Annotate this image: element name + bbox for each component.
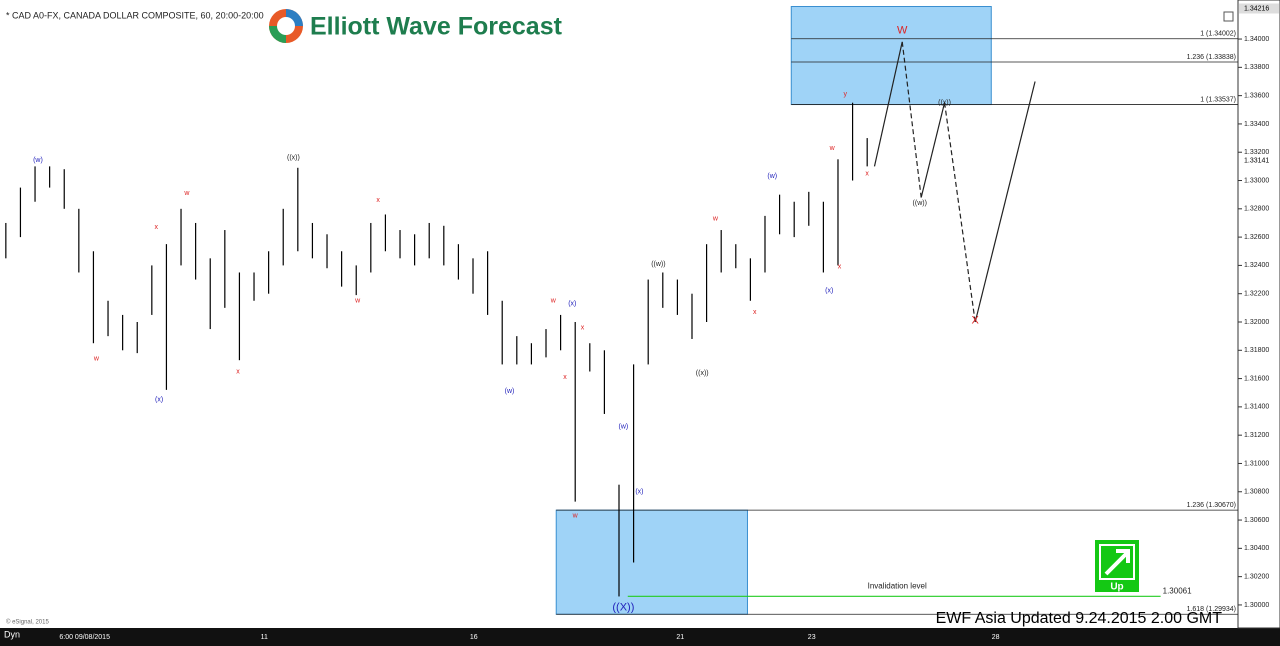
high-price: 1.34216 [1244,5,1269,12]
wave-label: w [829,145,836,152]
trend-icon [1095,540,1139,592]
x-tick-label: 16 [470,634,478,641]
wave-label: x [838,264,842,271]
fib-level-label: 1.236 (1.33838) [1187,54,1236,61]
wave-label: (x) [568,300,576,307]
x-tick-label: 11 [261,634,268,641]
settings-icon[interactable] [1223,11,1234,22]
fib-level-label: 1 (1.34002) [1200,31,1236,38]
y-tick-label: 1.30400 [1244,545,1269,552]
y-tick-label: 1.30200 [1244,573,1269,580]
trend-label: Up [1110,582,1123,593]
wave-label: x [154,224,158,231]
projection-segment [920,102,946,198]
wave-label: x [236,368,240,375]
footer-note: EWF Asia Updated 9.24.2015 2.00 GMT [936,610,1223,627]
y-tick-label: 1.31800 [1244,347,1269,354]
wave-label: w [712,216,719,223]
y-tick-label: 1.33200 [1244,149,1269,156]
fib-level-label: 1 (1.33537) [1200,96,1236,103]
wave-label: (x) [155,397,163,404]
wave-label: W [897,24,908,36]
logo-text: Elliott Wave Forecast [310,13,563,41]
y-tick-label: 1.30800 [1244,489,1269,496]
y-tick-label: 1.34000 [1244,36,1269,43]
wave-label: (x) [635,489,643,496]
wave-label: (w) [33,157,43,164]
last-price-box [1239,155,1279,166]
high-price-box [1239,3,1279,14]
y-tick-label: 1.30600 [1244,517,1269,524]
x-tick-label: 6:00 09/08/2015 [59,634,110,641]
y-tick-label: 1.32400 [1244,262,1269,269]
wave-label: (w) [767,173,777,180]
y-tick-label: 1.31600 [1244,375,1269,382]
x-tick-label: 21 [676,634,684,641]
y-tick-label: 1.31000 [1244,460,1269,467]
y-tick-label: 1.31200 [1244,432,1269,439]
symbol-title: * CAD A0-FX, CANADA DOLLAR COMPOSITE, 60… [6,10,264,20]
copyright: © eSignal, 2015 [6,619,49,626]
target-zone [790,6,992,106]
target-zone [555,509,748,615]
y-tick-label: 1.32800 [1244,206,1269,213]
projection-segment [901,41,922,198]
y-tick-label: 1.33000 [1244,177,1269,184]
wave-label: X [972,314,980,326]
wave-label: ((x)) [696,370,709,377]
wave-label: x [753,309,757,316]
wave-label: x [865,170,869,177]
projection-segment [873,41,903,167]
last-price: 1.33141 [1244,157,1269,164]
wave-label: w [183,190,190,197]
plot [5,6,1238,615]
y-tick-label: 1.32200 [1244,291,1269,298]
wave-label: x [581,324,585,331]
wave-label: (w) [619,424,629,431]
price-axis [1237,0,1280,629]
y-tick-label: 1.32600 [1244,234,1269,241]
fib-level-label: 1.618 (1.29934) [1187,606,1236,613]
y-tick-label: 1.30000 [1244,602,1269,609]
mode-label: Dyn [4,629,20,639]
y-tick-label: 1.33800 [1244,64,1269,71]
wave-label: ((w)) [913,200,927,207]
date-strip [0,628,1280,646]
y-tick-label: 1.33400 [1244,121,1269,128]
wave-label: w [550,298,557,305]
wave-label: y [844,91,848,98]
logo-icon [269,9,303,43]
projection-segment [974,81,1036,323]
y-tick-label: 1.31400 [1244,404,1269,411]
wave-label: ((x)) [938,100,951,107]
fib-level-label: 1.236 (1.30670) [1187,502,1236,509]
projection-segment [943,102,976,323]
y-tick-label: 1.33600 [1244,92,1269,99]
invalidation-value: 1.30061 [1163,586,1192,595]
wave-label: ((X)) [612,602,634,614]
wave-label: (w) [505,388,515,395]
wave-label: ((w)) [651,261,665,268]
wave-label: x [376,197,380,204]
wave-label: w [572,513,579,520]
wave-label: ((x)) [287,155,300,162]
wave-label: w [354,298,361,305]
wave-label: (x) [825,288,833,295]
wave-label: x [563,374,567,381]
wave-label: w [93,356,100,363]
y-tick-label: 1.32000 [1244,319,1269,326]
logo-box [264,6,588,46]
invalidation-label: Invalidation level [868,581,927,590]
x-tick-label: 23 [808,634,816,641]
x-tick-label: 28 [992,634,1000,641]
